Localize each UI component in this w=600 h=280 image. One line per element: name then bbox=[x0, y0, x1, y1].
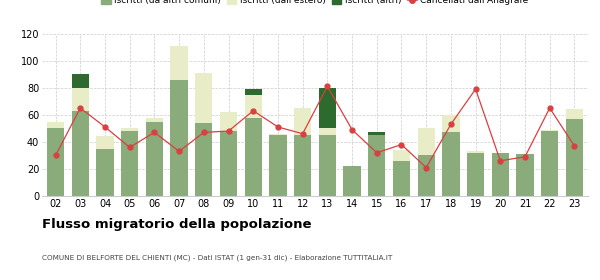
Text: COMUNE DI BELFORTE DEL CHIENTI (MC) - Dati ISTAT (1 gen-31 dic) - Elaborazione T: COMUNE DI BELFORTE DEL CHIENTI (MC) - Da… bbox=[42, 255, 392, 261]
Bar bbox=[146, 118, 163, 122]
Bar bbox=[442, 115, 460, 132]
Bar bbox=[294, 108, 311, 135]
Bar bbox=[442, 132, 460, 196]
Bar bbox=[245, 89, 262, 95]
Bar bbox=[343, 166, 361, 196]
Bar bbox=[566, 109, 583, 119]
Bar bbox=[541, 130, 559, 131]
Text: Flusso migratorio della popolazione: Flusso migratorio della popolazione bbox=[42, 218, 311, 231]
Bar bbox=[418, 155, 435, 196]
Bar bbox=[319, 128, 336, 135]
Bar bbox=[71, 74, 89, 88]
Bar bbox=[121, 128, 139, 131]
Bar bbox=[195, 123, 212, 196]
Bar bbox=[269, 135, 287, 196]
Bar bbox=[47, 128, 64, 196]
Bar bbox=[220, 112, 237, 131]
Bar bbox=[393, 161, 410, 196]
Bar bbox=[368, 135, 385, 196]
Bar bbox=[368, 132, 385, 135]
Bar bbox=[220, 131, 237, 196]
Bar bbox=[170, 46, 188, 80]
Bar bbox=[195, 73, 212, 123]
Bar bbox=[269, 134, 287, 135]
Bar bbox=[146, 122, 163, 196]
Bar bbox=[71, 111, 89, 196]
Bar bbox=[467, 153, 484, 196]
Bar bbox=[319, 135, 336, 196]
Bar bbox=[467, 151, 484, 153]
Bar bbox=[541, 131, 559, 196]
Bar bbox=[47, 122, 64, 128]
Bar bbox=[566, 119, 583, 196]
Bar bbox=[245, 118, 262, 196]
Bar bbox=[393, 150, 410, 161]
Bar bbox=[418, 128, 435, 155]
Bar bbox=[245, 95, 262, 118]
Bar bbox=[491, 153, 509, 196]
Bar bbox=[97, 149, 113, 196]
Legend: Iscritti (da altri comuni), Iscritti (dall'estero), Iscritti (altri), Cancellati: Iscritti (da altri comuni), Iscritti (da… bbox=[98, 0, 532, 9]
Bar bbox=[71, 88, 89, 111]
Bar bbox=[319, 88, 336, 128]
Bar bbox=[121, 131, 139, 196]
Bar bbox=[170, 80, 188, 196]
Bar bbox=[517, 154, 533, 196]
Bar bbox=[294, 135, 311, 196]
Bar bbox=[97, 136, 113, 149]
